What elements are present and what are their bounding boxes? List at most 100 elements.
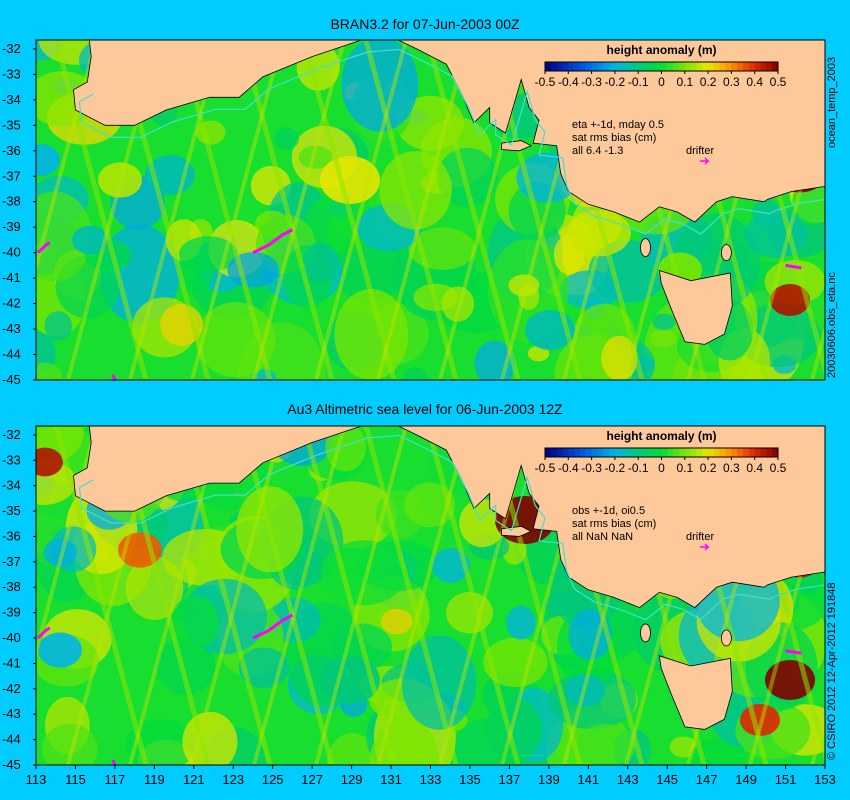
- colorbar-tick-label: -0.2: [605, 461, 626, 475]
- top-right-side-label: ocean_temp_2003: [826, 56, 838, 148]
- latitude-tick-label: -35: [2, 117, 21, 132]
- colorbar-tick-label: -0.1: [628, 461, 649, 475]
- king-island: [640, 238, 651, 257]
- drifter-track: [111, 374, 117, 381]
- colorbar-tick-label: 0.4: [746, 461, 763, 475]
- latitude-tick-label: -39: [2, 219, 21, 234]
- colorbar-tick-label: -0.3: [581, 461, 602, 475]
- info-line: sat rms bias (cm): [572, 518, 656, 530]
- drifter-track: [785, 649, 802, 655]
- flinders-island: [720, 244, 732, 262]
- longitude-tick-label: 145: [656, 772, 678, 787]
- colorbar: height anomaly (m)-0.5 -0.4 -0.3 -0.2 -0.1 0 0…: [535, 429, 787, 475]
- longitude-tick-label: 119: [144, 772, 165, 787]
- colorbar-tick-label: 0.2: [700, 461, 717, 475]
- longitude-tick-label: 137: [499, 772, 521, 787]
- map-area: [35, 39, 826, 381]
- colorbar-tick-label: -0.4: [558, 461, 579, 475]
- longitude-tick-label: 127: [301, 772, 323, 787]
- latitude-axis: -32 -33 -34 -35 -36 -37 -38 -39 -40 -41 -42 -43 -44 -…: [2, 427, 36, 772]
- latitude-tick-label: -33: [2, 452, 21, 467]
- colorbar-tick-label: 0.4: [746, 75, 763, 89]
- longitude-tick-label: 141: [577, 772, 599, 787]
- latitude-tick-label: -36: [2, 528, 21, 543]
- longitude-tick-label: 129: [341, 772, 363, 787]
- latitude-tick-label: -39: [2, 605, 21, 620]
- latitude-tick-label: -42: [2, 296, 21, 311]
- drifter-legend-arrow: [700, 543, 710, 551]
- longitude-tick-label: 153: [814, 772, 836, 787]
- colorbar-tick-label: 0.5: [770, 75, 787, 89]
- latitude-tick-label: -37: [2, 168, 21, 183]
- longitude-tick-label: 115: [65, 772, 86, 787]
- latitude-tick-label: -45: [2, 757, 21, 772]
- longitude-tick-label: 143: [617, 772, 639, 787]
- colorbar-tick-label: 0: [658, 461, 665, 475]
- latitude-tick-label: -44: [2, 347, 21, 362]
- latitude-tick-label: -32: [2, 427, 21, 442]
- latitude-tick-label: -40: [2, 245, 21, 260]
- colorbar-tick-label: 0: [658, 75, 665, 89]
- shelf-contour: [78, 48, 825, 235]
- info-line: obs +-1d, oi0.5: [572, 505, 645, 517]
- drifter-tracks: [36, 613, 802, 766]
- shelf-contour: [78, 434, 825, 621]
- drifter-track: [36, 241, 51, 254]
- longitude-tick-label: 133: [420, 772, 442, 787]
- map-area: [35, 425, 826, 766]
- top-bottom-side-label: 20030606.obs_eta.nc: [826, 272, 838, 378]
- longitude-tick-label: 139: [538, 772, 560, 787]
- drifter-legend-label: drifter: [686, 531, 714, 543]
- flinders-island: [720, 629, 732, 647]
- latitude-tick-label: -34: [2, 478, 21, 493]
- colorbar-tick-label: -0.2: [605, 75, 626, 89]
- top-panel-title: BRAN3.2 for 07-Jun-2003 00Z: [330, 16, 520, 32]
- tasmania-island: [658, 269, 733, 345]
- longitude-tick-label: 151: [775, 772, 797, 787]
- latitude-tick-label: -38: [2, 194, 21, 209]
- colorbar-tick-label: 0.3: [723, 461, 740, 475]
- longitude-tick-label: 125: [262, 772, 284, 787]
- drifter-legend-arrow: [700, 157, 710, 165]
- king-island: [640, 623, 651, 643]
- latitude-tick-label: -43: [2, 321, 21, 336]
- drifter-track: [785, 263, 802, 270]
- australia-landmass: [36, 40, 825, 223]
- colorbar-label: height anomaly (m): [606, 429, 716, 443]
- colorbar-tick-label: 0.1: [676, 75, 693, 89]
- drifter-track: [111, 759, 117, 766]
- longitude-axis: 113 115 117 119 121 123 125 127 129 131 133 135 137 1…: [26, 765, 836, 787]
- colorbar-tick-label: 0.3: [723, 75, 740, 89]
- latitude-tick-label: -32: [2, 41, 21, 56]
- drifter-track: [36, 626, 51, 640]
- latitude-tick-label: -45: [2, 372, 21, 387]
- tasmania-island: [658, 655, 733, 730]
- info-line: eta +-1d, mday 0.5: [572, 119, 664, 131]
- longitude-tick-label: 147: [696, 772, 718, 787]
- colorbar-tick-label: 0.1: [676, 461, 693, 475]
- drifter-tracks: [36, 228, 802, 381]
- latitude-tick-label: -36: [2, 143, 21, 158]
- longitude-tick-label: 117: [105, 772, 126, 787]
- top-map-panel: -32 -33 -34 -35 -36 -37 -38 -39 -40 -41 -42 -43 -44 -…: [2, 39, 826, 387]
- latitude-tick-label: -42: [2, 681, 21, 696]
- colorbar-tick-label: -0.3: [581, 75, 602, 89]
- colorbar-tick-label: -0.5: [535, 75, 556, 89]
- latitude-tick-label: -43: [2, 706, 21, 721]
- bottom-panel-title: Au3 Altimetric sea level for 06-Jun-2003…: [287, 401, 563, 417]
- colorbar-tick-label: -0.1: [628, 75, 649, 89]
- map-frame: [35, 39, 826, 381]
- longitude-tick-label: 123: [222, 772, 244, 787]
- latitude-tick-label: -41: [2, 270, 21, 285]
- latitude-tick-label: -33: [2, 66, 21, 81]
- drifter-track: [252, 613, 294, 640]
- longitude-tick-label: 135: [459, 772, 481, 787]
- latitude-tick-label: -41: [2, 655, 21, 670]
- colorbar: height anomaly (m)-0.5 -0.4 -0.3 -0.2 -0.1 0 0…: [535, 43, 787, 89]
- colorbar-tick-label: 0.2: [700, 75, 717, 89]
- longitude-tick-label: 113: [26, 772, 47, 787]
- latitude-tick-label: -40: [2, 630, 21, 645]
